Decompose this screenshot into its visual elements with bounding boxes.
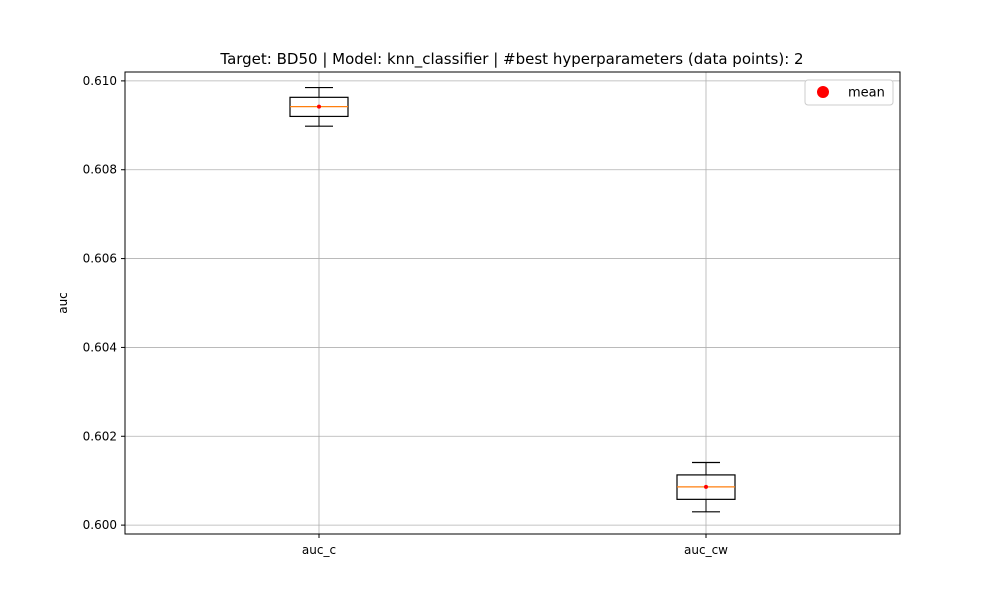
legend-mean-marker	[817, 86, 829, 98]
y-tick-label: 0.606	[83, 252, 117, 266]
x-tick-label: auc_cw	[684, 543, 728, 557]
y-tick-label: 0.608	[83, 163, 117, 177]
x-tick-label: auc_c	[302, 543, 336, 557]
boxes	[289, 86, 736, 513]
mean-marker	[317, 104, 321, 109]
box-auc_c	[289, 86, 349, 127]
legend-frame	[804, 79, 894, 106]
legend-mean-label: mean	[848, 86, 885, 101]
chart-title: Target: BD50 | Model: knn_classifier | #…	[219, 50, 803, 69]
box-auc_cw	[676, 461, 736, 513]
y-tick-label: 0.602	[83, 429, 117, 443]
mean-marker	[704, 484, 708, 489]
grid-lines	[125, 72, 900, 534]
y-tick-label: 0.604	[83, 340, 117, 354]
y-tick-label: 0.600	[83, 518, 117, 532]
y-axis-label: auc	[56, 292, 70, 314]
y-tick-label: 0.610	[83, 74, 117, 88]
legend: mean	[804, 79, 894, 106]
axes: 0.600 0.602 0.604 0.606 0.608 0.610 auc_c auc_c…	[83, 74, 729, 557]
plot-area-frame	[124, 71, 901, 535]
